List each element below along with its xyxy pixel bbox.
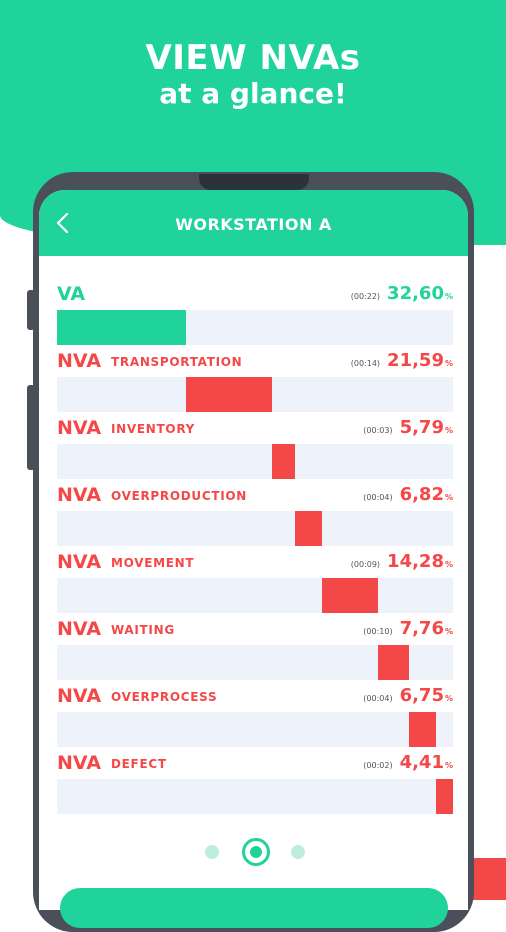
page-dot[interactable] — [205, 845, 219, 859]
row-percent: 6,82 — [399, 484, 444, 505]
row-category: INVENTORY — [111, 422, 195, 436]
page-dot[interactable] — [242, 838, 270, 866]
row-values: (00:14) 21,59% — [351, 350, 453, 374]
row-values: (00:04) 6,82% — [363, 484, 453, 508]
row-category: WAITING — [111, 623, 175, 637]
time-breakdown-list: VA (00:22) 32,60% NVA TRANSPORTATION (00:14) 2… — [57, 283, 453, 819]
breakdown-row[interactable]: NVA TRANSPORTATION (00:14) 21,59% — [57, 350, 453, 417]
row-header: NVA DEFECT (00:02) 4,41% — [57, 752, 453, 776]
row-percent-sign: % — [444, 694, 453, 703]
row-bar-fill — [408, 712, 436, 747]
row-tag: NVA — [57, 350, 102, 372]
row-time: (00:02) — [363, 761, 393, 770]
row-percent-sign: % — [444, 359, 453, 368]
row-header: NVA TRANSPORTATION (00:14) 21,59% — [57, 350, 453, 374]
phone-side-button — [27, 385, 35, 470]
breakdown-row[interactable]: NVA MOVEMENT (00:09) 14,28% — [57, 551, 453, 618]
headline-line-2: at a glance! — [159, 77, 347, 111]
row-tag: VA — [57, 283, 86, 305]
phone-side-button — [27, 290, 35, 330]
headline: VIEW NVAs at a glance! — [0, 38, 506, 111]
row-bar-track — [57, 310, 453, 345]
row-percent: 7,76 — [399, 618, 444, 639]
app-bar — [39, 190, 468, 256]
row-tag: NVA — [57, 618, 102, 640]
row-time: (00:14) — [350, 359, 381, 368]
row-percent-sign: % — [444, 493, 453, 502]
row-time: (00:04) — [363, 493, 393, 502]
row-time: (00:22) — [350, 292, 381, 301]
screen-title: WORKSTATION A — [175, 215, 332, 234]
row-tag: NVA — [57, 685, 102, 707]
row-values: (00:02) 4,41% — [363, 752, 453, 776]
row-bar-track — [57, 712, 453, 747]
breakdown-row[interactable]: VA (00:22) 32,60% — [57, 283, 453, 350]
row-bar-fill — [186, 377, 272, 412]
row-header: NVA OVERPROCESS (00:04) 6,75% — [57, 685, 453, 709]
row-bar-track — [57, 377, 453, 412]
breakdown-row[interactable]: NVA WAITING (00:10) 7,76% — [57, 618, 453, 685]
page-dot[interactable] — [291, 845, 305, 859]
row-percent: 6,75 — [399, 685, 444, 706]
row-tag: NVA — [57, 484, 102, 506]
page-indicator — [0, 838, 506, 866]
row-values: (00:04) 6,75% — [363, 685, 453, 709]
row-bar-fill — [271, 444, 295, 479]
row-tag: NVA — [57, 551, 102, 573]
row-header: VA (00:22) 32,60% — [57, 283, 453, 307]
row-bar-fill — [321, 578, 379, 613]
row-header: NVA OVERPRODUCTION (00:04) 6,82% — [57, 484, 453, 508]
row-percent-sign: % — [444, 560, 453, 569]
breakdown-row[interactable]: NVA INVENTORY (00:03) 5,79% — [57, 417, 453, 484]
row-percent: 21,59 — [387, 350, 444, 371]
page-dot-active — [250, 846, 262, 858]
row-time: (00:03) — [363, 426, 393, 435]
row-percent-sign: % — [444, 627, 453, 636]
primary-action-button[interactable] — [60, 888, 448, 928]
row-percent-sign: % — [444, 761, 453, 770]
row-bar-fill — [378, 645, 409, 680]
row-category: TRANSPORTATION — [111, 355, 243, 369]
row-header: NVA WAITING (00:10) 7,76% — [57, 618, 453, 642]
row-percent: 4,41 — [399, 752, 444, 773]
row-percent-sign: % — [444, 426, 453, 435]
row-percent: 32,60 — [387, 283, 444, 304]
row-bar-track — [57, 511, 453, 546]
row-bar-fill — [435, 779, 453, 814]
row-values: (00:22) 32,60% — [351, 283, 453, 307]
row-values: (00:10) 7,76% — [363, 618, 453, 642]
row-tag: NVA — [57, 752, 102, 774]
row-tag: NVA — [57, 417, 102, 439]
row-values: (00:03) 5,79% — [363, 417, 453, 441]
row-values: (00:09) 14,28% — [351, 551, 453, 575]
row-bar-fill — [294, 511, 322, 546]
row-percent-sign: % — [444, 292, 453, 301]
row-bar-track — [57, 645, 453, 680]
row-percent: 14,28 — [387, 551, 444, 572]
row-time: (00:09) — [350, 560, 381, 569]
row-header: NVA MOVEMENT (00:09) 14,28% — [57, 551, 453, 575]
row-header: NVA INVENTORY (00:03) 5,79% — [57, 417, 453, 441]
row-time: (00:10) — [363, 627, 393, 636]
row-category: OVERPROCESS — [111, 690, 218, 704]
row-category: DEFECT — [111, 757, 167, 771]
row-percent: 5,79 — [399, 417, 444, 438]
row-category: OVERPRODUCTION — [111, 489, 248, 503]
breakdown-row[interactable]: NVA OVERPRODUCTION (00:04) 6,82% — [57, 484, 453, 551]
row-time: (00:04) — [363, 694, 393, 703]
row-bar-fill — [57, 310, 187, 345]
row-category: MOVEMENT — [111, 556, 195, 570]
row-bar-track — [57, 779, 453, 814]
headline-line-1: VIEW NVAs — [145, 38, 361, 78]
phone-notch — [199, 174, 309, 190]
chevron-left-icon[interactable] — [55, 208, 79, 238]
row-bar-track — [57, 578, 453, 613]
breakdown-row[interactable]: NVA OVERPROCESS (00:04) 6,75% — [57, 685, 453, 752]
breakdown-row[interactable]: NVA DEFECT (00:02) 4,41% — [57, 752, 453, 819]
row-bar-track — [57, 444, 453, 479]
